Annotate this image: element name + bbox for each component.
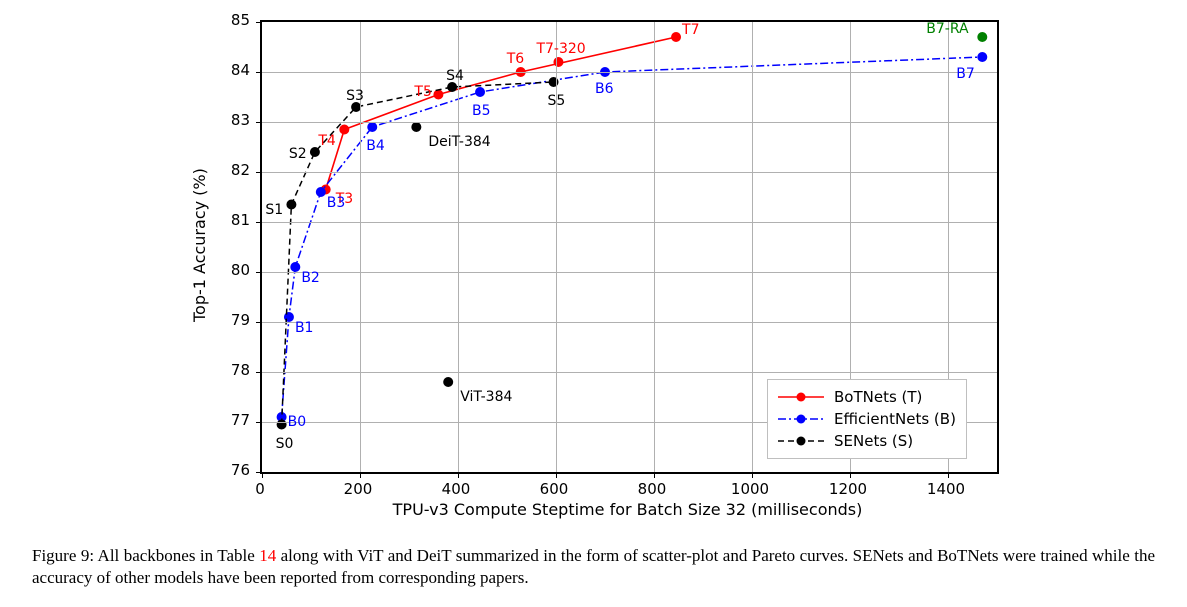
x-tick-label: 1400 <box>927 480 965 498</box>
legend-label: EfficientNets (B) <box>834 410 956 428</box>
figure-caption: Figure 9: All backbones in Table 14 alon… <box>32 545 1155 590</box>
point-label: ViT-384 <box>460 390 512 404</box>
y-tick-label: 81 <box>220 211 250 229</box>
y-axis-label: Top-1 Accuracy (%) <box>190 20 210 470</box>
point-label: T5 <box>414 85 431 99</box>
point-label: B5 <box>472 104 491 118</box>
y-tick-label: 80 <box>220 261 250 279</box>
point-label: T6 <box>507 52 524 66</box>
legend-row: EfficientNets (B) <box>778 408 956 430</box>
x-tick-label: 1200 <box>829 480 867 498</box>
y-tick-label: 85 <box>220 11 250 29</box>
point-label: B2 <box>301 271 320 285</box>
x-tick-label: 400 <box>442 480 471 498</box>
legend-label: SENets (S) <box>834 432 913 450</box>
y-tick-label: 83 <box>220 111 250 129</box>
legend: BoTNets (T) EfficientNets (B) SENets (S) <box>767 379 967 459</box>
y-tick-label: 82 <box>220 161 250 179</box>
legend-row: BoTNets (T) <box>778 386 956 408</box>
x-tick-label: 1000 <box>731 480 769 498</box>
page: Top-1 Accuracy (%) T3T4T5T6T7T7-320B0B1B… <box>0 0 1187 607</box>
x-tick-label: 200 <box>344 480 373 498</box>
point-label: S3 <box>346 89 364 103</box>
y-tick-label: 84 <box>220 61 250 79</box>
y-tick-label: 79 <box>220 311 250 329</box>
point-label: B7-RA <box>926 22 968 36</box>
caption-ref: 14 <box>259 546 276 565</box>
point-label: B6 <box>595 82 614 96</box>
legend-label: BoTNets (T) <box>834 388 922 406</box>
point-label: B7 <box>956 67 975 81</box>
point-label: B3 <box>327 196 346 210</box>
point-label: S5 <box>548 94 566 108</box>
point-label: DeiT-384 <box>428 135 490 149</box>
point-label: T7 <box>682 23 699 37</box>
x-axis-label: TPU-v3 Compute Steptime for Batch Size 3… <box>260 500 995 519</box>
point-label: S2 <box>289 147 307 161</box>
point-label: B4 <box>366 139 385 153</box>
point-label: B1 <box>295 321 314 335</box>
point-label: T4 <box>318 134 335 148</box>
point-label: S0 <box>276 437 294 451</box>
x-tick-label: 600 <box>540 480 569 498</box>
legend-row: SENets (S) <box>778 430 956 452</box>
plot-area: T3T4T5T6T7T7-320B0B1B2B3B4B5B6B7S0S1S2S3… <box>260 20 999 474</box>
y-tick-label: 78 <box>220 361 250 379</box>
x-tick-label: 800 <box>638 480 667 498</box>
x-tick-label: 0 <box>255 480 265 498</box>
y-tick-label: 76 <box>220 461 250 479</box>
point-label: S1 <box>265 203 283 217</box>
point-label: T7-320 <box>536 42 585 56</box>
point-label: B0 <box>288 415 307 429</box>
point-label: S4 <box>446 69 464 83</box>
y-tick-label: 77 <box>220 411 250 429</box>
caption-prefix: Figure 9: All backbones in Table <box>32 546 259 565</box>
